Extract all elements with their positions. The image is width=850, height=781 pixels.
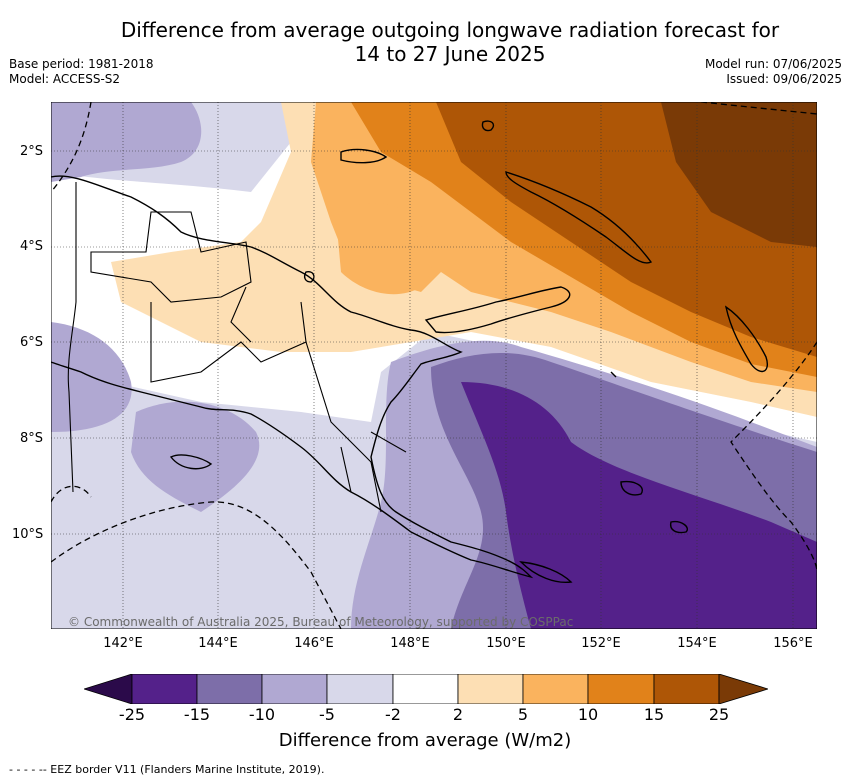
eez-border-sw bbox=[51, 501, 342, 629]
colorbar-tick: -5 bbox=[319, 705, 335, 724]
model-name: Model: ACCESS-S2 bbox=[9, 72, 121, 86]
field-lavender-nw bbox=[51, 102, 202, 182]
lon-label: 146°E bbox=[294, 636, 334, 651]
colorbar-segment bbox=[131, 674, 198, 704]
colorbar-tick: -2 bbox=[385, 705, 401, 724]
field-medium-orange-blob bbox=[336, 202, 433, 295]
lat-label: 8°S bbox=[20, 431, 44, 446]
lon-label: 152°E bbox=[581, 636, 621, 651]
new-guinea-coastline bbox=[51, 175, 534, 579]
lon-label: 148°E bbox=[390, 636, 430, 651]
lon-label: 156°E bbox=[773, 636, 813, 651]
province-boundary bbox=[90, 211, 252, 303]
colorbar-tick: -25 bbox=[118, 705, 146, 724]
colorbar-segment bbox=[196, 674, 263, 704]
province-boundary bbox=[305, 341, 382, 513]
lon-label: 150°E bbox=[486, 636, 526, 651]
colorbar-high-extension bbox=[718, 674, 768, 704]
indonesia-png-border bbox=[67, 182, 77, 493]
island-coastline bbox=[620, 480, 643, 496]
map-title: Difference from average outgoing longwav… bbox=[100, 18, 800, 66]
colorbar-tick: 25 bbox=[708, 705, 730, 724]
eez-border-w bbox=[51, 485, 92, 503]
colorbar-segment bbox=[261, 674, 328, 704]
colorbar-segment bbox=[587, 674, 655, 704]
colorbar-tick: -15 bbox=[183, 705, 211, 724]
colorbar-segment bbox=[457, 674, 524, 704]
island-coastline bbox=[610, 371, 617, 378]
island-coastline bbox=[303, 270, 315, 283]
colorbar-tick: 10 bbox=[577, 705, 599, 724]
lat-label: 4°S bbox=[20, 239, 44, 254]
meta-left: Base period: 1981-2018 Model: ACCESS-S2 bbox=[9, 57, 154, 87]
province-boundary bbox=[340, 446, 352, 493]
lat-label: 6°S bbox=[20, 335, 44, 350]
province-boundary bbox=[230, 286, 252, 343]
olr-anomaly-map: © Commonwealth of Australia 2025, Bureau… bbox=[51, 102, 817, 629]
island-coastline bbox=[669, 520, 688, 534]
field-dark-brown bbox=[661, 102, 817, 247]
lat-label: 2°S bbox=[20, 144, 44, 159]
model-run: Model run: 07/06/2025 bbox=[704, 57, 842, 71]
copyright-text: © Commonwealth of Australia 2025, Bureau… bbox=[68, 615, 573, 629]
base-period: Base period: 1981-2018 bbox=[9, 57, 154, 71]
eez-border-e bbox=[730, 341, 817, 573]
colorbar-segment bbox=[326, 674, 394, 704]
manus-coastline bbox=[340, 148, 388, 164]
field-deep-purple bbox=[461, 382, 817, 629]
new-britain-coastline bbox=[424, 286, 571, 334]
colorbar-segment bbox=[392, 674, 459, 704]
new-ireland-coastline bbox=[505, 171, 653, 264]
eez-footnote: - - - - -- EEZ border V11 (Flanders Mari… bbox=[9, 763, 325, 776]
colorbar-tick: 2 bbox=[452, 705, 464, 724]
title-line-2: 14 to 27 June 2025 bbox=[354, 42, 546, 66]
lat-label: 10°S bbox=[12, 527, 44, 542]
colorbar bbox=[84, 674, 768, 704]
island-coastline bbox=[169, 454, 213, 470]
colorbar-tick: 5 bbox=[517, 705, 529, 724]
bougainville-coastline bbox=[724, 305, 768, 373]
island-coastline bbox=[481, 120, 495, 132]
issued-date: Issued: 09/06/2025 bbox=[726, 72, 842, 86]
province-boundary bbox=[370, 431, 407, 453]
colorbar-label: Difference from average (W/m2) bbox=[278, 730, 572, 751]
colorbar-segment bbox=[522, 674, 589, 704]
colorbar-tick: 15 bbox=[643, 705, 665, 724]
colorbar-low-extension bbox=[84, 674, 133, 704]
island-coastline bbox=[519, 561, 573, 584]
lon-label: 144°E bbox=[198, 636, 238, 651]
lon-label: 154°E bbox=[677, 636, 717, 651]
colorbar-tick: -10 bbox=[248, 705, 276, 724]
colorbar-segment bbox=[653, 674, 720, 704]
lon-label: 142°E bbox=[103, 636, 143, 651]
meta-right: Model run: 07/06/2025 Issued: 09/06/2025 bbox=[705, 57, 842, 87]
title-line-1: Difference from average outgoing longwav… bbox=[120, 18, 780, 42]
